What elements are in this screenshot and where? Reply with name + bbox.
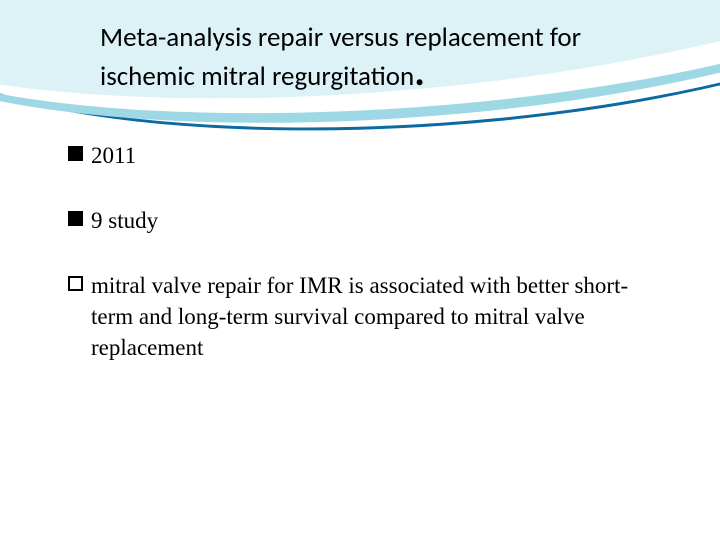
bullet-text: 2011 [91,140,658,171]
title-period: . [414,47,425,96]
bullet-square-icon [68,146,83,161]
slide: Meta-analysis repair versus replacement … [0,0,720,540]
bullet-text: mitral valve repair for IMR is associate… [91,270,658,363]
bullet-square-icon [68,211,83,226]
slide-title: Meta-analysis repair versus replacement … [100,18,660,96]
slide-body: 2011 9 study mitral valve repair for IMR… [68,140,658,397]
title-line-1: Meta-analysis repair versus replacement … [100,21,581,54]
title-line-2: ischemic mitral regurgitation [100,60,414,93]
bullet-item: 9 study [68,205,658,236]
bullet-item: 2011 [68,140,658,171]
bullet-item: mitral valve repair for IMR is associate… [68,270,658,363]
bullet-text: 9 study [91,205,658,236]
bullet-square-icon [68,276,83,291]
